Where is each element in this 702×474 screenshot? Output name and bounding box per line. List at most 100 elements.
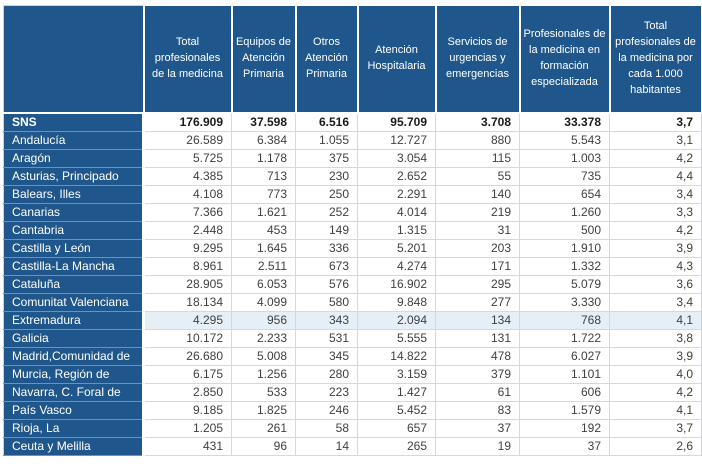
row-label: Canarias (3, 203, 145, 222)
row-label: Castilla-La Mancha (3, 257, 145, 276)
value-cell: 713 (231, 167, 296, 186)
value-cell: 140 (435, 185, 520, 204)
value-cell: 1.315 (357, 221, 436, 240)
value-cell: 375 (295, 149, 358, 168)
value-cell: 6.384 (231, 131, 296, 150)
value-cell: 10.172 (143, 329, 232, 348)
value-cell: 3,4 (609, 293, 702, 312)
row-label: Asturias, Principado (3, 167, 145, 186)
value-cell: 2.511 (231, 257, 296, 276)
row-label: Cataluña (3, 275, 145, 294)
column-header: Total profesionales de la medicina (142, 4, 233, 114)
table-row: Asturias, Principado 4.385 713 230 2.652 55 73… (3, 167, 702, 186)
value-cell: 37 (519, 437, 610, 456)
value-cell: 2,6 (609, 437, 702, 456)
value-cell: 533 (231, 383, 296, 402)
value-cell: 9.848 (357, 293, 436, 312)
value-cell: 654 (519, 185, 610, 204)
value-cell: 3,4 (609, 185, 702, 204)
value-cell: 14.822 (357, 347, 436, 366)
table-row: Rioja, La 1.205 261 58 657 37 192 3,7 (3, 419, 702, 438)
value-cell: 149 (295, 221, 358, 240)
value-cell: 19 (435, 437, 520, 456)
corner-cell (3, 4, 145, 114)
value-cell: 3.159 (357, 365, 436, 384)
value-cell: 250 (295, 185, 358, 204)
column-header: Atención Hospitalaria (356, 4, 437, 114)
value-cell: 37.598 (231, 113, 296, 132)
value-cell: 277 (435, 293, 520, 312)
value-cell: 14 (295, 437, 358, 456)
value-cell: 280 (295, 365, 358, 384)
value-cell: 379 (435, 365, 520, 384)
column-header: Equipos de Atención Primaria (230, 4, 297, 114)
value-cell: 5.555 (357, 329, 436, 348)
row-label: Andalucía (3, 131, 145, 150)
value-cell: 478 (435, 347, 520, 366)
table-row: Navarra, C. Foral de 2.850 533 223 1.427 61 60… (3, 383, 702, 402)
table-row: Canarias 7.366 1.621 252 4.014 219 1.260 3,3 (3, 203, 702, 222)
table-row: Aragón 5.725 1.178 375 3.054 115 1.003 4,2 (3, 149, 702, 168)
table-row: Castilla-La Mancha 8.961 2.511 673 4.274 171 1… (3, 257, 702, 276)
value-cell: 4,1 (609, 401, 702, 420)
table-row: Andalucía 26.589 6.384 1.055 12.727 880 5.543 3… (3, 131, 702, 150)
table-row: Galicia 10.172 2.233 531 5.555 131 1.722 3,8 (3, 329, 702, 348)
table-row: SNS 176.909 37.598 6.516 95.709 3.708 33.378 3,… (3, 113, 702, 132)
table-row: Cataluña 28.905 6.053 576 16.902 295 5.079 3,6 (3, 275, 702, 294)
value-cell: 5.725 (143, 149, 232, 168)
value-cell: 880 (435, 131, 520, 150)
value-cell: 431 (143, 437, 232, 456)
value-cell: 83 (435, 401, 520, 420)
value-cell: 4,0 (609, 365, 702, 384)
table-row: Extremadura 4.295 956 343 2.094 134 768 4,1 (3, 311, 702, 330)
value-cell: 2.448 (143, 221, 232, 240)
row-label: País Vasco (3, 401, 145, 420)
value-cell: 606 (519, 383, 610, 402)
value-cell: 8.961 (143, 257, 232, 276)
value-cell: 1.579 (519, 401, 610, 420)
table-row: Balears, Illes 4.108 773 250 2.291 140 654 3,4 (3, 185, 702, 204)
value-cell: 2.094 (357, 311, 436, 330)
value-cell: 18.134 (143, 293, 232, 312)
value-cell: 4,2 (609, 149, 702, 168)
value-cell: 5.452 (357, 401, 436, 420)
value-cell: 176.909 (143, 113, 232, 132)
value-cell: 1.645 (231, 239, 296, 258)
value-cell: 4.014 (357, 203, 436, 222)
value-cell: 9.185 (143, 401, 232, 420)
row-label: Balears, Illes (3, 185, 145, 204)
value-cell: 9.295 (143, 239, 232, 258)
value-cell: 2.233 (231, 329, 296, 348)
value-cell: 203 (435, 239, 520, 258)
value-cell: 4,2 (609, 221, 702, 240)
value-cell: 768 (519, 311, 610, 330)
value-cell: 673 (295, 257, 358, 276)
value-cell: 1.055 (295, 131, 358, 150)
value-cell: 261 (231, 419, 296, 438)
table-row: Castilla y León 9.295 1.645 336 5.201 203 1.91… (3, 239, 702, 258)
value-cell: 4,1 (609, 311, 702, 330)
value-cell: 3,6 (609, 275, 702, 294)
value-cell: 3,8 (609, 329, 702, 348)
row-label: Ceuta y Melilla (3, 437, 145, 456)
value-cell: 500 (519, 221, 610, 240)
value-cell: 657 (357, 419, 436, 438)
row-label: Madrid,Comunidad de (3, 347, 145, 366)
value-cell: 1.910 (519, 239, 610, 258)
value-cell: 192 (519, 419, 610, 438)
value-cell: 6.053 (231, 275, 296, 294)
value-cell: 453 (231, 221, 296, 240)
value-cell: 131 (435, 329, 520, 348)
value-cell: 5.079 (519, 275, 610, 294)
value-cell: 171 (435, 257, 520, 276)
value-cell: 3.054 (357, 149, 436, 168)
value-cell: 3,7 (609, 113, 702, 132)
row-label: Galicia (3, 329, 145, 348)
value-cell: 3,3 (609, 203, 702, 222)
column-header: Otros Atención Primaria (294, 4, 359, 114)
value-cell: 1.256 (231, 365, 296, 384)
value-cell: 3,9 (609, 239, 702, 258)
value-cell: 95.709 (357, 113, 436, 132)
column-header: Servicios de urgencias y emergencias (434, 4, 521, 114)
